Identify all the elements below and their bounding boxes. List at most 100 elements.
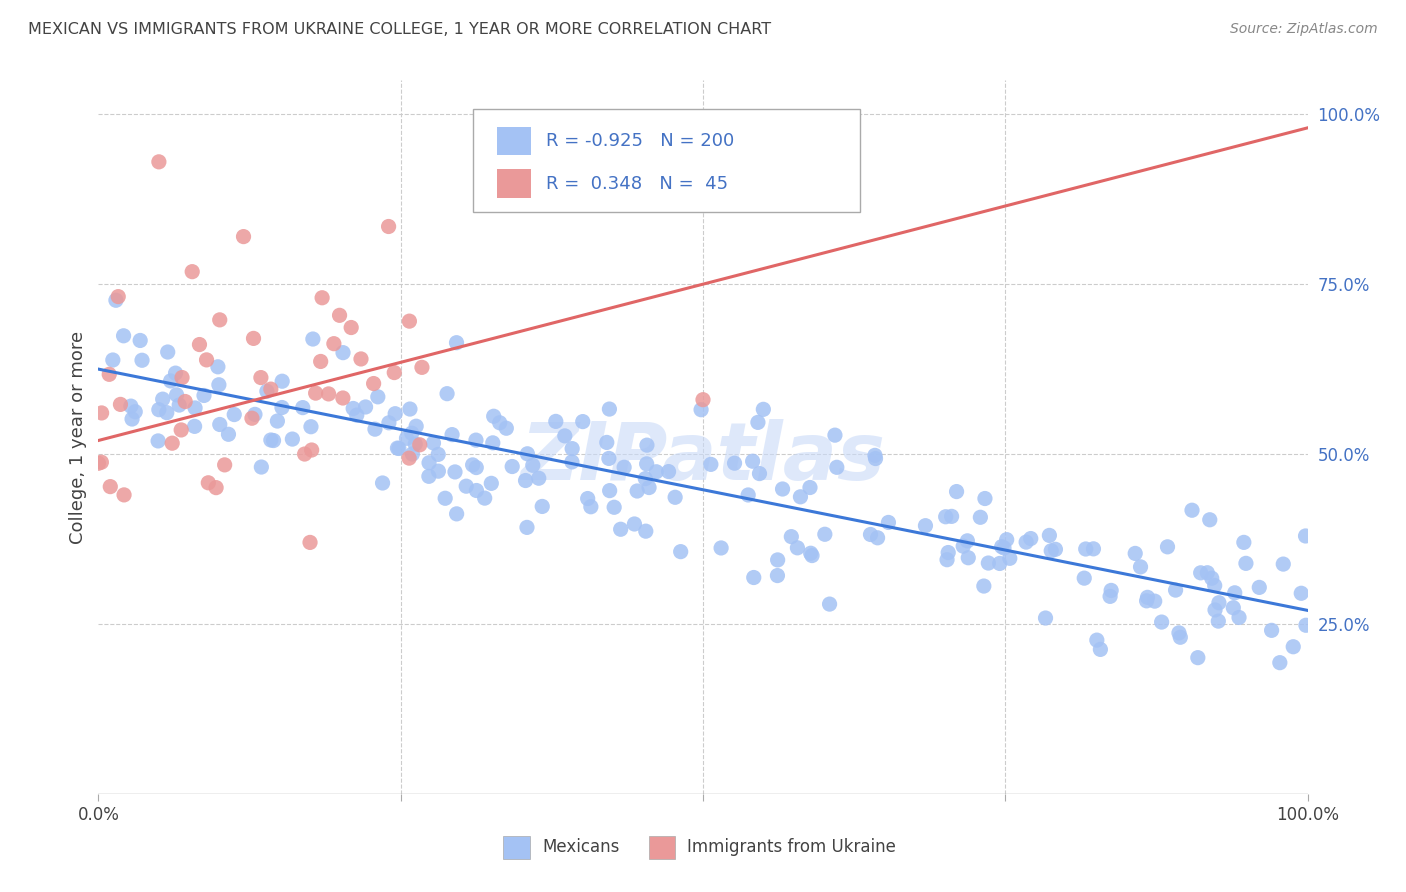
Point <box>1164 583 1187 598</box>
Point <box>305 386 328 401</box>
Point <box>990 540 1012 554</box>
Point <box>527 471 550 485</box>
Point <box>596 435 619 450</box>
Point <box>1099 590 1122 604</box>
Point <box>124 405 146 419</box>
Point <box>988 557 1011 571</box>
Point <box>184 401 207 415</box>
Point <box>603 500 626 515</box>
Point <box>973 579 995 593</box>
Point <box>224 408 246 422</box>
Point <box>969 510 991 524</box>
Point <box>859 527 882 541</box>
Point <box>1136 591 1159 605</box>
Point <box>941 509 963 524</box>
Point <box>501 459 523 474</box>
Point <box>446 507 468 521</box>
Point <box>636 438 658 452</box>
Point <box>561 442 583 456</box>
Point <box>197 475 219 490</box>
Point <box>384 407 406 421</box>
Point <box>634 524 657 538</box>
Point <box>1156 540 1178 554</box>
Point <box>395 431 418 445</box>
Point <box>877 516 900 530</box>
Point <box>1289 586 1312 600</box>
Point <box>418 469 440 483</box>
Point <box>301 442 323 457</box>
Point <box>104 293 127 308</box>
FancyBboxPatch shape <box>498 127 531 155</box>
Point <box>260 433 283 447</box>
Point <box>148 154 170 169</box>
Text: ZIPatlas: ZIPatlas <box>520 419 886 498</box>
Point <box>1282 640 1305 654</box>
Point <box>1045 542 1067 557</box>
Point <box>1260 624 1282 638</box>
Point <box>1136 594 1159 608</box>
Point <box>208 377 231 392</box>
Point <box>516 447 538 461</box>
Point <box>388 442 411 456</box>
Point <box>1234 557 1257 571</box>
Point <box>436 386 458 401</box>
Point <box>342 401 364 416</box>
Point <box>405 419 427 434</box>
Point <box>332 345 354 359</box>
Point <box>167 398 190 412</box>
Point <box>311 291 333 305</box>
Point <box>208 313 231 327</box>
Point <box>598 451 620 466</box>
Point <box>165 366 187 380</box>
FancyBboxPatch shape <box>648 836 675 859</box>
Point <box>441 427 464 442</box>
Point <box>170 370 193 384</box>
Point <box>205 481 228 495</box>
Point <box>571 415 593 429</box>
Point <box>952 539 974 553</box>
Point <box>752 402 775 417</box>
Point <box>1233 535 1256 549</box>
Point <box>658 465 681 479</box>
Point <box>1208 614 1230 628</box>
Point <box>1272 557 1295 571</box>
Point <box>378 416 401 430</box>
Point <box>411 360 433 375</box>
Point <box>818 597 841 611</box>
Point <box>120 399 142 413</box>
Point <box>786 541 808 555</box>
Point <box>977 556 1000 570</box>
Point <box>866 531 889 545</box>
Point <box>148 402 170 417</box>
Point <box>737 488 759 502</box>
Point <box>266 414 288 428</box>
Point <box>1074 541 1097 556</box>
Point <box>825 460 848 475</box>
Point <box>998 551 1021 566</box>
Point <box>522 458 544 473</box>
Point <box>465 460 488 475</box>
Point <box>444 465 467 479</box>
Text: R = -0.925   N = 200: R = -0.925 N = 200 <box>546 132 734 150</box>
Point <box>957 550 980 565</box>
Point <box>101 353 124 368</box>
Point <box>700 458 723 472</box>
Point <box>363 376 385 391</box>
Point <box>250 460 273 475</box>
Point <box>243 408 266 422</box>
Point <box>170 423 193 437</box>
Point <box>995 533 1018 547</box>
Point <box>993 541 1015 555</box>
Point <box>488 416 510 430</box>
Point <box>401 426 423 441</box>
Point <box>481 435 503 450</box>
Point <box>576 491 599 506</box>
Point <box>945 484 967 499</box>
Point <box>1198 513 1220 527</box>
Point <box>160 436 183 450</box>
Point <box>446 335 468 350</box>
Point <box>1295 618 1317 632</box>
Text: Immigrants from Ukraine: Immigrants from Ukraine <box>688 838 896 856</box>
Text: R =  0.348   N =  45: R = 0.348 N = 45 <box>546 175 728 193</box>
Point <box>159 374 181 388</box>
